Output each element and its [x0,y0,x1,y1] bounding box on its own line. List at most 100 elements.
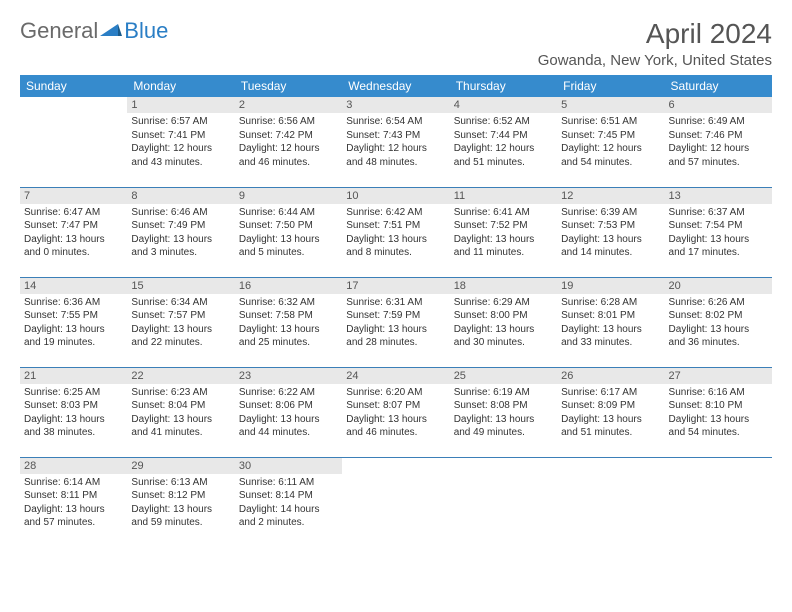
day-number: 19 [557,278,664,294]
day-details: Sunrise: 6:56 AMSunset: 7:42 PMDaylight:… [239,115,338,169]
day-header: Tuesday [235,75,342,97]
calendar-day-cell: 11 Sunrise: 6:41 AMSunset: 7:52 PMDayligh… [450,187,557,277]
day-details: Sunrise: 6:16 AMSunset: 8:10 PMDaylight:… [669,386,768,440]
header: General Blue April 2024 Gowanda, New Yor… [20,18,772,69]
day-details: Sunrise: 6:32 AMSunset: 7:58 PMDaylight:… [239,296,338,350]
calendar-table: SundayMondayTuesdayWednesdayThursdayFrid… [20,75,772,547]
day-number: 15 [127,278,234,294]
calendar-day-cell: 4Sunrise: 6:52 AMSunset: 7:44 PMDaylight… [450,97,557,187]
day-details: Sunrise: 6:20 AMSunset: 8:07 PMDaylight:… [346,386,445,440]
day-details: Sunrise: 6:22 AMSunset: 8:06 PMDaylight:… [239,386,338,440]
day-details: Sunrise: 6:29 AMSunset: 8:00 PMDaylight:… [454,296,553,350]
calendar-day-cell: 29 Sunrise: 6:13 AMSunset: 8:12 PMDayligh… [127,457,234,547]
day-details: Sunrise: 6:23 AMSunset: 8:04 PMDaylight:… [131,386,230,440]
month-year-title: April 2024 [538,18,772,50]
day-number: 26 [557,368,664,384]
calendar-day-cell: 8Sunrise: 6:46 AMSunset: 7:49 PMDaylight… [127,187,234,277]
day-number: 24 [342,368,449,384]
day-header: Saturday [665,75,772,97]
calendar-header-row: SundayMondayTuesdayWednesdayThursdayFrid… [20,75,772,97]
day-number: 16 [235,278,342,294]
day-header: Friday [557,75,664,97]
day-details: Sunrise: 6:13 AMSunset: 8:12 PMDaylight:… [131,476,230,530]
day-number: 14 [20,278,127,294]
calendar-day-cell: 3 Sunrise: 6:54 AMSunset: 7:43 PMDaylight… [342,97,449,187]
calendar-day-cell: 14 Sunrise: 6:36 AMSunset: 7:55 PMDayligh… [20,277,127,367]
day-number: 7 [20,188,127,204]
calendar-day-cell: 9Sunrise: 6:44 AMSunset: 7:50 PMDaylight… [235,187,342,277]
day-details: Sunrise: 6:34 AMSunset: 7:57 PMDaylight:… [131,296,230,350]
day-details: Sunrise: 6:41 AMSunset: 7:52 PMDaylight:… [454,206,553,260]
day-details: Sunrise: 6:25 AMSunset: 8:03 PMDaylight:… [24,386,123,440]
calendar-day-cell [342,457,449,547]
day-number: 25 [450,368,557,384]
calendar-day-cell: 10 Sunrise: 6:42 AMSunset: 7:51 PMDayligh… [342,187,449,277]
day-details: Sunrise: 6:44 AMSunset: 7:50 PMDaylight:… [239,206,338,260]
day-number: 21 [20,368,127,384]
calendar-day-cell [557,457,664,547]
calendar-day-cell [20,97,127,187]
day-number: 2 [235,97,342,113]
calendar-day-cell [450,457,557,547]
calendar-day-cell: 15 Sunrise: 6:34 AMSunset: 7:57 PMDayligh… [127,277,234,367]
calendar-day-cell: 19 Sunrise: 6:28 AMSunset: 8:01 PMDayligh… [557,277,664,367]
day-header: Sunday [20,75,127,97]
day-details: Sunrise: 6:36 AMSunset: 7:55 PMDaylight:… [24,296,123,350]
day-number: 20 [665,278,772,294]
day-header: Wednesday [342,75,449,97]
day-number: 5 [557,97,664,113]
calendar-day-cell: 20 Sunrise: 6:26 AMSunset: 8:02 PMDayligh… [665,277,772,367]
day-details: Sunrise: 6:11 AMSunset: 8:14 PMDaylight:… [239,476,338,530]
calendar-day-cell: 22 Sunrise: 6:23 AMSunset: 8:04 PMDayligh… [127,367,234,457]
calendar-day-cell: 17 Sunrise: 6:31 AMSunset: 7:59 PMDayligh… [342,277,449,367]
day-number: 17 [342,278,449,294]
day-details: Sunrise: 6:49 AMSunset: 7:46 PMDaylight:… [669,115,768,169]
calendar-day-cell: 21 Sunrise: 6:25 AMSunset: 8:03 PMDayligh… [20,367,127,457]
calendar-day-cell: 24 Sunrise: 6:20 AMSunset: 8:07 PMDayligh… [342,367,449,457]
day-number: 27 [665,368,772,384]
day-number: 3 [342,97,449,113]
calendar-day-cell: 25 Sunrise: 6:19 AMSunset: 8:08 PMDayligh… [450,367,557,457]
day-number: 23 [235,368,342,384]
day-number: 10 [342,188,449,204]
day-details: Sunrise: 6:57 AMSunset: 7:41 PMDaylight:… [131,115,230,169]
day-details: Sunrise: 6:47 AMSunset: 7:47 PMDaylight:… [24,206,123,260]
day-details: Sunrise: 6:28 AMSunset: 8:01 PMDaylight:… [561,296,660,350]
day-details: Sunrise: 6:14 AMSunset: 8:11 PMDaylight:… [24,476,123,530]
day-number: 6 [665,97,772,113]
day-number: 13 [665,188,772,204]
day-details: Sunrise: 6:51 AMSunset: 7:45 PMDaylight:… [561,115,660,169]
day-number: 11 [450,188,557,204]
calendar-day-cell: 7 Sunrise: 6:47 AMSunset: 7:47 PMDaylight… [20,187,127,277]
day-number: 18 [450,278,557,294]
calendar-day-cell: 26 Sunrise: 6:17 AMSunset: 8:09 PMDayligh… [557,367,664,457]
calendar-week-row: 1Sunrise: 6:57 AMSunset: 7:41 PMDaylight… [20,97,772,187]
day-details: Sunrise: 6:17 AMSunset: 8:09 PMDaylight:… [561,386,660,440]
day-details: Sunrise: 6:54 AMSunset: 7:43 PMDaylight:… [346,115,445,169]
day-number: 28 [20,458,127,474]
day-details: Sunrise: 6:31 AMSunset: 7:59 PMDaylight:… [346,296,445,350]
calendar-day-cell: 5 Sunrise: 6:51 AMSunset: 7:45 PMDaylight… [557,97,664,187]
calendar-day-cell: 16 Sunrise: 6:32 AMSunset: 7:58 PMDayligh… [235,277,342,367]
day-details: Sunrise: 6:42 AMSunset: 7:51 PMDaylight:… [346,206,445,260]
logo-triangle-icon [100,22,122,40]
calendar-day-cell: 13 Sunrise: 6:37 AMSunset: 7:54 PMDayligh… [665,187,772,277]
calendar-week-row: 14 Sunrise: 6:36 AMSunset: 7:55 PMDayligh… [20,277,772,367]
day-number: 22 [127,368,234,384]
calendar-day-cell [665,457,772,547]
day-number: 8 [127,188,234,204]
calendar-body: 1Sunrise: 6:57 AMSunset: 7:41 PMDaylight… [20,97,772,547]
day-details: Sunrise: 6:37 AMSunset: 7:54 PMDaylight:… [669,206,768,260]
logo: General Blue [20,18,168,44]
day-details: Sunrise: 6:39 AMSunset: 7:53 PMDaylight:… [561,206,660,260]
day-number: 29 [127,458,234,474]
day-details: Sunrise: 6:52 AMSunset: 7:44 PMDaylight:… [454,115,553,169]
day-details: Sunrise: 6:19 AMSunset: 8:08 PMDaylight:… [454,386,553,440]
day-header: Monday [127,75,234,97]
calendar-day-cell: 6 Sunrise: 6:49 AMSunset: 7:46 PMDaylight… [665,97,772,187]
day-details: Sunrise: 6:26 AMSunset: 8:02 PMDaylight:… [669,296,768,350]
location-subtitle: Gowanda, New York, United States [538,52,772,69]
calendar-day-cell: 30Sunrise: 6:11 AMSunset: 8:14 PMDayligh… [235,457,342,547]
calendar-day-cell: 1Sunrise: 6:57 AMSunset: 7:41 PMDaylight… [127,97,234,187]
calendar-week-row: 7 Sunrise: 6:47 AMSunset: 7:47 PMDaylight… [20,187,772,277]
